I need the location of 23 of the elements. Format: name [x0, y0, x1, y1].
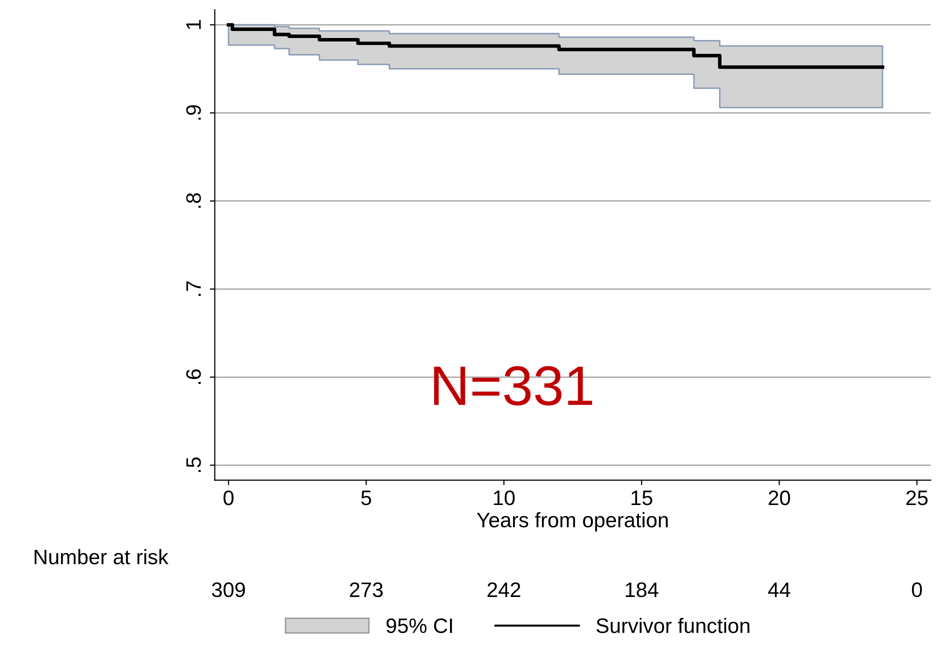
text: 44: [768, 582, 790, 597]
x-axis-title: Years from operation: [476, 512, 668, 532]
y-tick-label: .9: [186, 105, 201, 120]
text: 273: [350, 582, 383, 598]
x-tick-label: 25: [906, 490, 928, 506]
text: 0: [912, 582, 922, 598]
x-tick-label: 0: [224, 490, 234, 506]
y-tick-label: .5: [186, 457, 201, 472]
text: 95% CI: [386, 618, 452, 634]
legend-label: Survivor function: [596, 618, 750, 634]
y-tick-label: .8: [186, 193, 201, 208]
text: Number at risk: [34, 549, 168, 564]
x-tick-label: 10: [494, 490, 515, 506]
y-tick-label: .6: [186, 369, 201, 384]
x-tick-label: 15: [632, 490, 652, 506]
text: 309: [212, 582, 245, 598]
x-tick-label: 5: [361, 490, 372, 506]
annotation: N=331: [434, 366, 592, 406]
text: 242: [488, 582, 520, 597]
y-tick-label: 1: [186, 20, 201, 30]
text: 184: [626, 582, 658, 598]
x-tick-label: 20: [768, 490, 790, 506]
y-tick-label: .7: [186, 281, 201, 296]
